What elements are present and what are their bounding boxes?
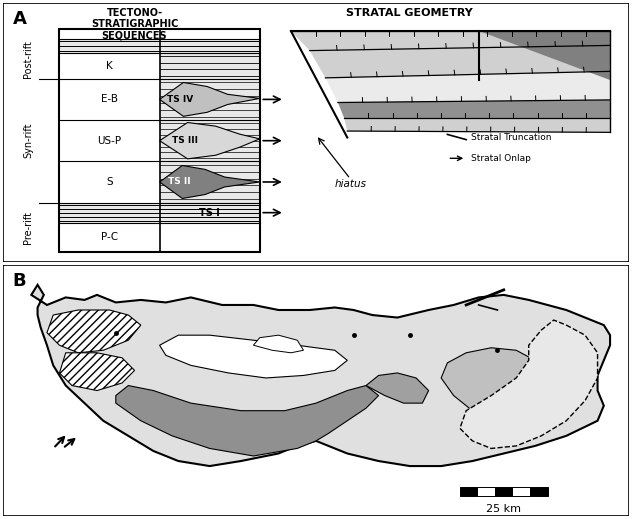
Bar xyxy=(495,487,513,496)
Polygon shape xyxy=(159,122,260,159)
Polygon shape xyxy=(291,31,610,51)
Bar xyxy=(460,487,477,496)
Text: Stratal Truncation: Stratal Truncation xyxy=(471,133,552,142)
Polygon shape xyxy=(32,285,610,466)
Bar xyxy=(159,79,260,120)
Polygon shape xyxy=(59,353,135,390)
Polygon shape xyxy=(325,72,610,103)
Text: Post-rift: Post-rift xyxy=(23,40,33,78)
Text: Stratal Onlap: Stratal Onlap xyxy=(471,154,531,163)
Polygon shape xyxy=(159,166,260,198)
Polygon shape xyxy=(159,83,260,116)
Bar xyxy=(159,161,260,202)
Polygon shape xyxy=(344,118,610,132)
Polygon shape xyxy=(253,335,303,353)
Text: 25 km: 25 km xyxy=(486,504,521,514)
Text: STRATAL GEOMETRY: STRATAL GEOMETRY xyxy=(346,8,473,18)
Bar xyxy=(59,29,260,252)
Text: B: B xyxy=(13,272,26,290)
Bar xyxy=(477,487,495,496)
Polygon shape xyxy=(441,348,541,421)
Polygon shape xyxy=(116,386,379,456)
Bar xyxy=(59,202,260,223)
Text: A: A xyxy=(13,10,27,29)
Bar xyxy=(513,487,530,496)
Text: TS III: TS III xyxy=(172,136,198,145)
Text: TECTONO-
STRATIGRAPHIC
SEQUENCES: TECTONO- STRATIGRAPHIC SEQUENCES xyxy=(91,8,178,41)
Text: TS I: TS I xyxy=(199,208,220,217)
Bar xyxy=(159,53,260,79)
Bar xyxy=(59,38,260,53)
Text: hiatus: hiatus xyxy=(335,179,367,189)
Polygon shape xyxy=(478,31,610,80)
Text: TS II: TS II xyxy=(167,177,190,186)
Polygon shape xyxy=(159,335,348,378)
Text: US-P: US-P xyxy=(97,135,121,146)
Bar xyxy=(530,487,547,496)
Polygon shape xyxy=(366,373,428,403)
Text: TS IV: TS IV xyxy=(167,95,193,104)
Bar xyxy=(159,120,260,161)
Text: K: K xyxy=(106,61,113,71)
Text: a: a xyxy=(106,267,113,280)
Text: Syn-rift: Syn-rift xyxy=(23,123,33,158)
Polygon shape xyxy=(310,46,610,78)
Text: E-B: E-B xyxy=(101,94,118,104)
Text: S: S xyxy=(106,177,113,187)
Polygon shape xyxy=(460,320,598,448)
Text: P-C: P-C xyxy=(101,232,118,242)
Polygon shape xyxy=(47,310,141,353)
Text: b: b xyxy=(205,267,214,280)
Text: Pre-rift: Pre-rift xyxy=(23,211,33,243)
Polygon shape xyxy=(338,100,610,118)
